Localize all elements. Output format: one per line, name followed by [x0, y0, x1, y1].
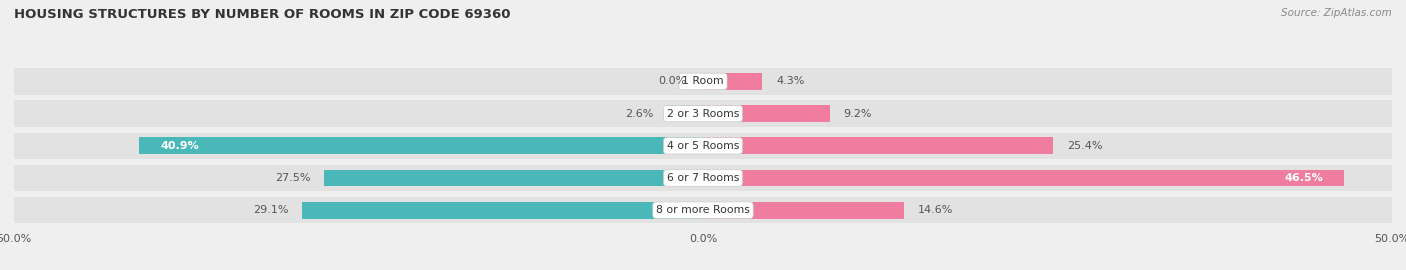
Bar — [703, 202, 904, 218]
Text: 8 or more Rooms: 8 or more Rooms — [657, 205, 749, 215]
Text: 2 or 3 Rooms: 2 or 3 Rooms — [666, 109, 740, 119]
Bar — [323, 170, 703, 186]
Text: HOUSING STRUCTURES BY NUMBER OF ROOMS IN ZIP CODE 69360: HOUSING STRUCTURES BY NUMBER OF ROOMS IN… — [14, 8, 510, 21]
Bar — [14, 68, 1392, 94]
Text: 4.3%: 4.3% — [776, 76, 804, 86]
Bar — [703, 105, 830, 122]
Bar — [139, 137, 703, 154]
Text: 4 or 5 Rooms: 4 or 5 Rooms — [666, 141, 740, 151]
Bar — [703, 170, 1344, 186]
Text: 0.0%: 0.0% — [658, 76, 686, 86]
Bar — [14, 165, 1392, 191]
Text: 1 Room: 1 Room — [682, 76, 724, 86]
Text: 14.6%: 14.6% — [918, 205, 953, 215]
Bar — [302, 202, 703, 218]
Text: 9.2%: 9.2% — [844, 109, 872, 119]
Text: 40.9%: 40.9% — [160, 141, 198, 151]
Bar — [14, 133, 1392, 159]
Bar — [14, 197, 1392, 223]
Text: 6 or 7 Rooms: 6 or 7 Rooms — [666, 173, 740, 183]
Bar — [14, 100, 1392, 127]
Text: 25.4%: 25.4% — [1067, 141, 1102, 151]
Text: 46.5%: 46.5% — [1284, 173, 1323, 183]
Text: 2.6%: 2.6% — [626, 109, 654, 119]
Text: Source: ZipAtlas.com: Source: ZipAtlas.com — [1281, 8, 1392, 18]
Bar — [668, 105, 703, 122]
Bar — [703, 73, 762, 90]
Bar — [703, 137, 1053, 154]
Text: 27.5%: 27.5% — [274, 173, 311, 183]
Text: 29.1%: 29.1% — [253, 205, 288, 215]
